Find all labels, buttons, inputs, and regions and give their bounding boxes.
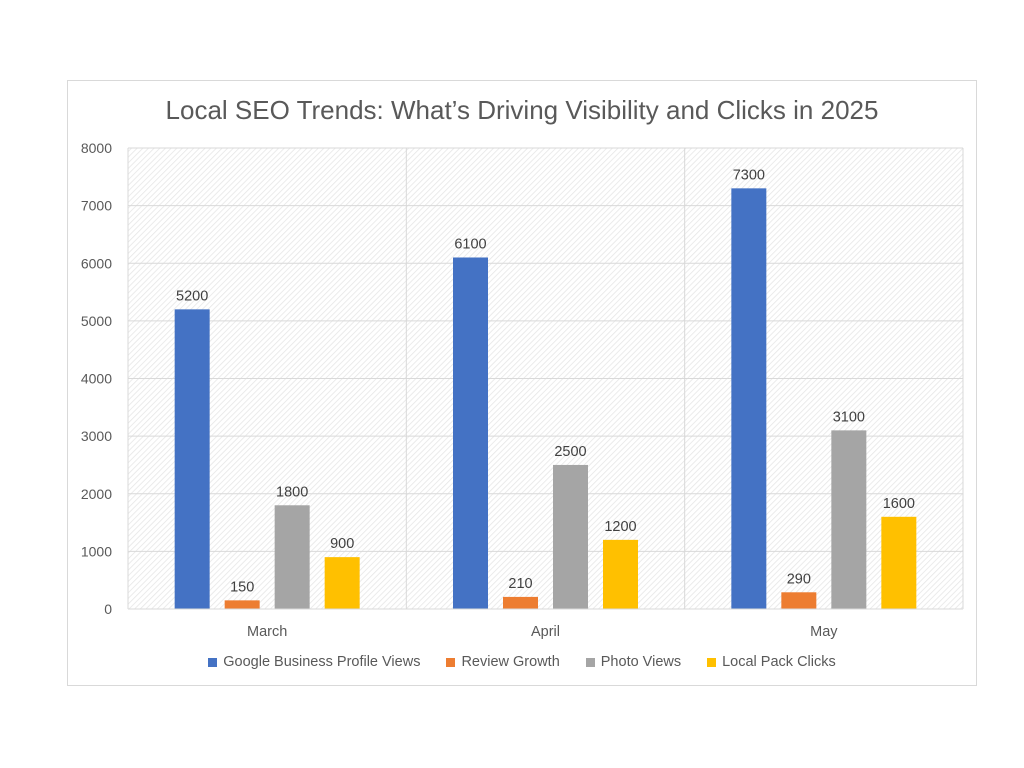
legend-item: Local Pack Clicks	[707, 654, 836, 670]
bar	[603, 539, 638, 609]
data-label: 900	[330, 536, 354, 552]
bar	[731, 188, 767, 609]
bar	[831, 430, 867, 609]
bar	[174, 309, 210, 609]
chart-title: Local SEO Trends: What’s Driving Visibil…	[165, 95, 879, 125]
chart-plot: 0 1000 2000 3000 4000 5000 6000 7000 8000 5200 150…	[81, 140, 964, 640]
data-label: 1600	[883, 496, 915, 512]
data-label: 3100	[833, 409, 865, 425]
bar	[274, 505, 310, 609]
bar	[503, 596, 538, 609]
legend-label: Local Pack Clicks	[722, 654, 836, 670]
data-label: 1800	[276, 484, 308, 500]
y-tick-label: 3000	[81, 428, 112, 444]
y-tick-label: 8000	[81, 140, 112, 156]
y-tick-label: 0	[104, 601, 112, 617]
bar	[324, 557, 360, 609]
bar	[224, 600, 260, 609]
y-tick-label: 7000	[81, 198, 112, 214]
bar	[781, 592, 817, 609]
legend-swatch	[707, 657, 717, 667]
data-label: 1200	[604, 519, 636, 535]
y-tick-label: 5000	[81, 313, 112, 329]
chart-frame: 0 1000 2000 3000 4000 5000 6000 7000 8000 5200 150…	[67, 80, 977, 686]
legend-swatch	[585, 657, 595, 667]
x-tick-label: May	[810, 624, 838, 640]
data-label: 5200	[176, 288, 208, 304]
y-tick-label: 2000	[81, 486, 112, 502]
x-tick-label: March	[247, 624, 287, 640]
legend-item: Photo Views	[585, 654, 682, 670]
data-label: 150	[230, 579, 254, 595]
legend-item: Google Business Profile Views	[208, 654, 420, 670]
y-tick-label: 6000	[81, 255, 112, 271]
bar	[553, 464, 588, 609]
data-label: 7300	[733, 167, 765, 183]
bar	[881, 516, 917, 609]
data-label: 290	[787, 571, 811, 587]
y-tick-label: 4000	[81, 371, 112, 387]
x-tick-label: April	[531, 624, 560, 640]
legend: Google Business Profile Views Review Grow…	[68, 654, 976, 670]
legend-swatch	[208, 657, 218, 667]
legend-swatch	[446, 657, 456, 667]
legend-item: Review Growth	[446, 654, 560, 670]
legend-label: Photo Views	[600, 654, 682, 670]
data-label: 6100	[454, 236, 486, 252]
y-tick-label: 1000	[81, 543, 112, 559]
legend-label: Google Business Profile Views	[223, 654, 421, 670]
data-label: 210	[508, 576, 532, 592]
legend-label: Review Growth	[461, 654, 560, 670]
data-label: 2500	[554, 444, 586, 460]
bar	[453, 257, 488, 609]
